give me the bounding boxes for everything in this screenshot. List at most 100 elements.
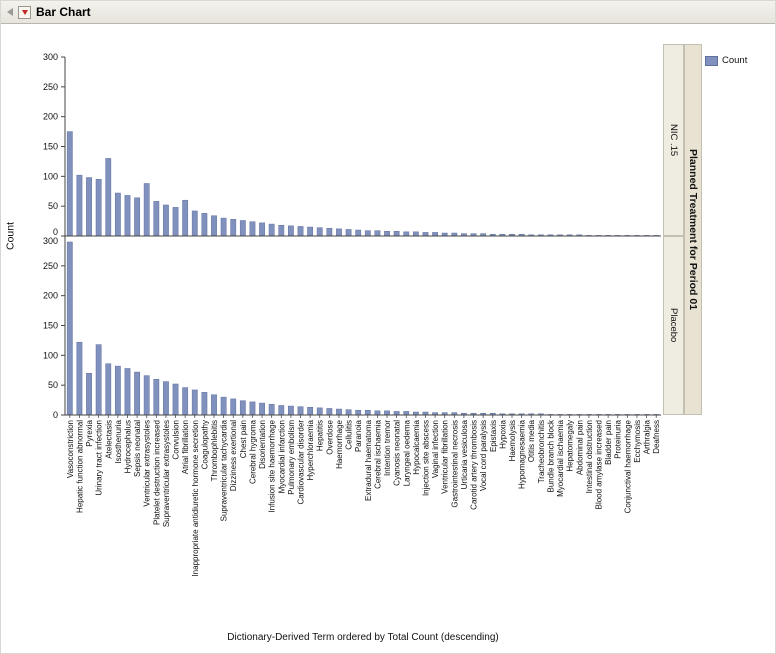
legend: Count bbox=[705, 55, 747, 66]
bar[interactable] bbox=[355, 409, 362, 416]
x-tick-label: Vaginal infection bbox=[431, 420, 440, 478]
panel-NIC .15: 0 50 100 150 200 250 300 bbox=[43, 52, 661, 237]
x-tick-label: Disorientation bbox=[258, 420, 267, 469]
bar[interactable] bbox=[278, 405, 285, 416]
bar[interactable] bbox=[182, 199, 189, 237]
bar[interactable] bbox=[230, 398, 237, 416]
bar[interactable] bbox=[355, 229, 362, 237]
bar[interactable] bbox=[95, 179, 102, 237]
bar[interactable] bbox=[86, 177, 92, 237]
bar[interactable] bbox=[201, 213, 208, 237]
bar[interactable] bbox=[345, 229, 352, 237]
bar[interactable] bbox=[172, 383, 179, 416]
bar[interactable] bbox=[114, 192, 121, 237]
bar[interactable] bbox=[134, 197, 140, 237]
x-tick-label: Vocal cord paralysis bbox=[479, 420, 488, 491]
bar[interactable] bbox=[163, 204, 169, 237]
x-tick-label: Gastrointestinal necrosis bbox=[450, 420, 459, 508]
bar[interactable] bbox=[153, 201, 160, 237]
x-tick-label: Convulsion bbox=[172, 420, 181, 460]
bar[interactable] bbox=[403, 411, 410, 416]
bar[interactable] bbox=[201, 392, 208, 416]
panel-Placebo: 0 50 100 150 200 250 300 bbox=[43, 235, 661, 420]
bar[interactable] bbox=[384, 410, 390, 416]
x-tick-label: Hepatic function abnormal bbox=[75, 420, 84, 513]
bar[interactable] bbox=[268, 404, 275, 416]
bar[interactable] bbox=[336, 408, 342, 416]
bar[interactable] bbox=[191, 210, 198, 237]
bar[interactable] bbox=[239, 220, 246, 237]
bar[interactable] bbox=[316, 227, 323, 237]
bar[interactable] bbox=[191, 389, 198, 416]
bar[interactable] bbox=[153, 378, 160, 416]
bar[interactable] bbox=[374, 230, 381, 237]
bar[interactable] bbox=[211, 215, 217, 237]
y-tick-label: 150 bbox=[43, 142, 58, 152]
bar[interactable] bbox=[76, 174, 83, 237]
bar[interactable] bbox=[182, 387, 189, 416]
bar[interactable] bbox=[336, 228, 342, 237]
x-tick-label: Atrial fibrillation bbox=[181, 420, 190, 474]
bar[interactable] bbox=[259, 402, 265, 416]
bar[interactable] bbox=[105, 158, 112, 237]
bar[interactable] bbox=[384, 230, 390, 237]
bar[interactable] bbox=[172, 207, 179, 237]
collapse-arrow-icon[interactable] bbox=[7, 8, 13, 16]
y-axis-title: Count bbox=[4, 221, 17, 251]
x-tick-label: Ventricular fibrillation bbox=[441, 420, 450, 494]
x-tick-label: Bundle branch block bbox=[546, 419, 555, 492]
bar[interactable] bbox=[393, 230, 400, 237]
x-tick-label: Haemorrhage bbox=[335, 419, 344, 468]
bar[interactable] bbox=[297, 226, 304, 237]
bar[interactable] bbox=[364, 230, 371, 237]
bar[interactable] bbox=[86, 372, 92, 416]
bar[interactable] bbox=[239, 400, 246, 416]
bar[interactable] bbox=[220, 396, 227, 416]
chart-area: 0 50 100 150 200 250 300 0 50 100 150 200 250 300 Vaso… bbox=[1, 24, 775, 653]
bar[interactable] bbox=[345, 409, 352, 416]
bar[interactable] bbox=[66, 131, 73, 237]
bar[interactable] bbox=[364, 409, 371, 416]
bar[interactable] bbox=[316, 407, 323, 416]
bar[interactable] bbox=[268, 223, 275, 237]
bar[interactable] bbox=[143, 183, 150, 237]
bar[interactable] bbox=[105, 363, 112, 416]
bar[interactable] bbox=[432, 232, 438, 237]
bar[interactable] bbox=[124, 195, 131, 237]
bar[interactable] bbox=[307, 406, 314, 416]
bar[interactable] bbox=[422, 232, 429, 237]
bar[interactable] bbox=[76, 341, 83, 416]
bar[interactable] bbox=[326, 227, 333, 237]
bar[interactable] bbox=[66, 241, 73, 416]
plot-svg: 050100150200250300050100150200250300Vaso… bbox=[43, 52, 661, 577]
bar[interactable] bbox=[211, 394, 217, 416]
panel-strip-label: NIC .15 bbox=[668, 123, 679, 157]
bar[interactable] bbox=[297, 406, 304, 416]
x-tick-label: Thrombophlebitis bbox=[210, 420, 219, 481]
bar[interactable] bbox=[249, 401, 256, 416]
bar[interactable] bbox=[124, 368, 131, 416]
x-tick-label: Myocardial infarction bbox=[277, 420, 286, 493]
bar[interactable] bbox=[259, 222, 265, 237]
bar[interactable] bbox=[220, 217, 227, 237]
disclosure-button[interactable] bbox=[18, 5, 31, 19]
bar[interactable] bbox=[230, 219, 237, 237]
bar[interactable] bbox=[249, 221, 256, 237]
bar[interactable] bbox=[288, 405, 294, 416]
bar[interactable] bbox=[163, 381, 169, 416]
bar[interactable] bbox=[403, 231, 410, 237]
x-tick-label: Ecchymosis bbox=[633, 420, 642, 463]
bar[interactable] bbox=[393, 411, 400, 416]
x-tick-label: Atelectasis bbox=[104, 420, 113, 459]
bar[interactable] bbox=[288, 225, 294, 237]
bar[interactable] bbox=[143, 375, 150, 416]
bar[interactable] bbox=[278, 225, 285, 237]
bar[interactable] bbox=[326, 408, 333, 416]
bar[interactable] bbox=[134, 371, 140, 416]
bar[interactable] bbox=[307, 226, 314, 237]
bar[interactable] bbox=[412, 231, 419, 237]
x-tick-label: Bladder pain bbox=[604, 420, 613, 465]
bar[interactable] bbox=[374, 410, 381, 416]
bar[interactable] bbox=[95, 344, 102, 416]
bar[interactable] bbox=[114, 365, 121, 416]
